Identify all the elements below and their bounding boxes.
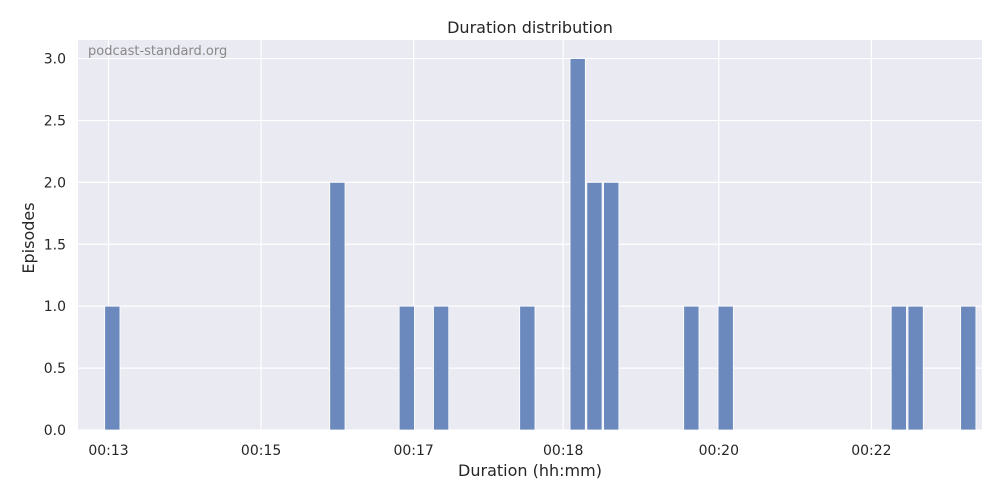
x-tick-labels: 00:13 00:15 00:17 00:18 00:20 00:22 [88, 443, 891, 459]
histogram-bar [907, 305, 924, 431]
y-tick-label: 2.0 [44, 175, 66, 191]
histogram-bar [433, 305, 450, 431]
histogram-bar [569, 58, 586, 431]
histogram-bar [717, 305, 734, 431]
x-tick-label: 00:15 [241, 443, 281, 459]
histogram-bar [104, 305, 121, 431]
x-tick-label: 00:20 [699, 443, 739, 459]
histogram-bar [683, 305, 700, 431]
y-tick-label: 0.5 [44, 361, 66, 377]
grid [78, 40, 982, 431]
y-tick-label: 3.0 [44, 52, 66, 68]
y-tick-label: 0.0 [44, 423, 66, 439]
y-tick-labels: 0.0 0.5 1.0 1.5 2.0 2.5 3.0 [44, 52, 66, 439]
x-tick-label: 00:17 [393, 443, 433, 459]
chart-title: Duration distribution [447, 18, 613, 37]
histogram-bar [890, 305, 907, 431]
histogram-bar [519, 305, 536, 431]
histogram-bar [960, 305, 977, 431]
x-tick-label: 00:22 [851, 443, 891, 459]
watermark: podcast-standard.org [88, 44, 227, 59]
x-axis-label: Duration (hh:mm) [458, 461, 602, 480]
histogram-bar [586, 181, 603, 431]
y-axis-label: Episodes [19, 202, 38, 273]
histogram-bar [329, 181, 346, 431]
histogram-bar [398, 305, 415, 431]
y-tick-label: 2.5 [44, 113, 66, 129]
y-tick-label: 1.5 [44, 237, 66, 253]
bars [104, 58, 977, 431]
histogram-bar [603, 181, 620, 431]
x-tick-label: 00:13 [88, 443, 128, 459]
y-tick-label: 1.0 [44, 299, 66, 315]
x-tick-label: 00:18 [543, 443, 583, 459]
